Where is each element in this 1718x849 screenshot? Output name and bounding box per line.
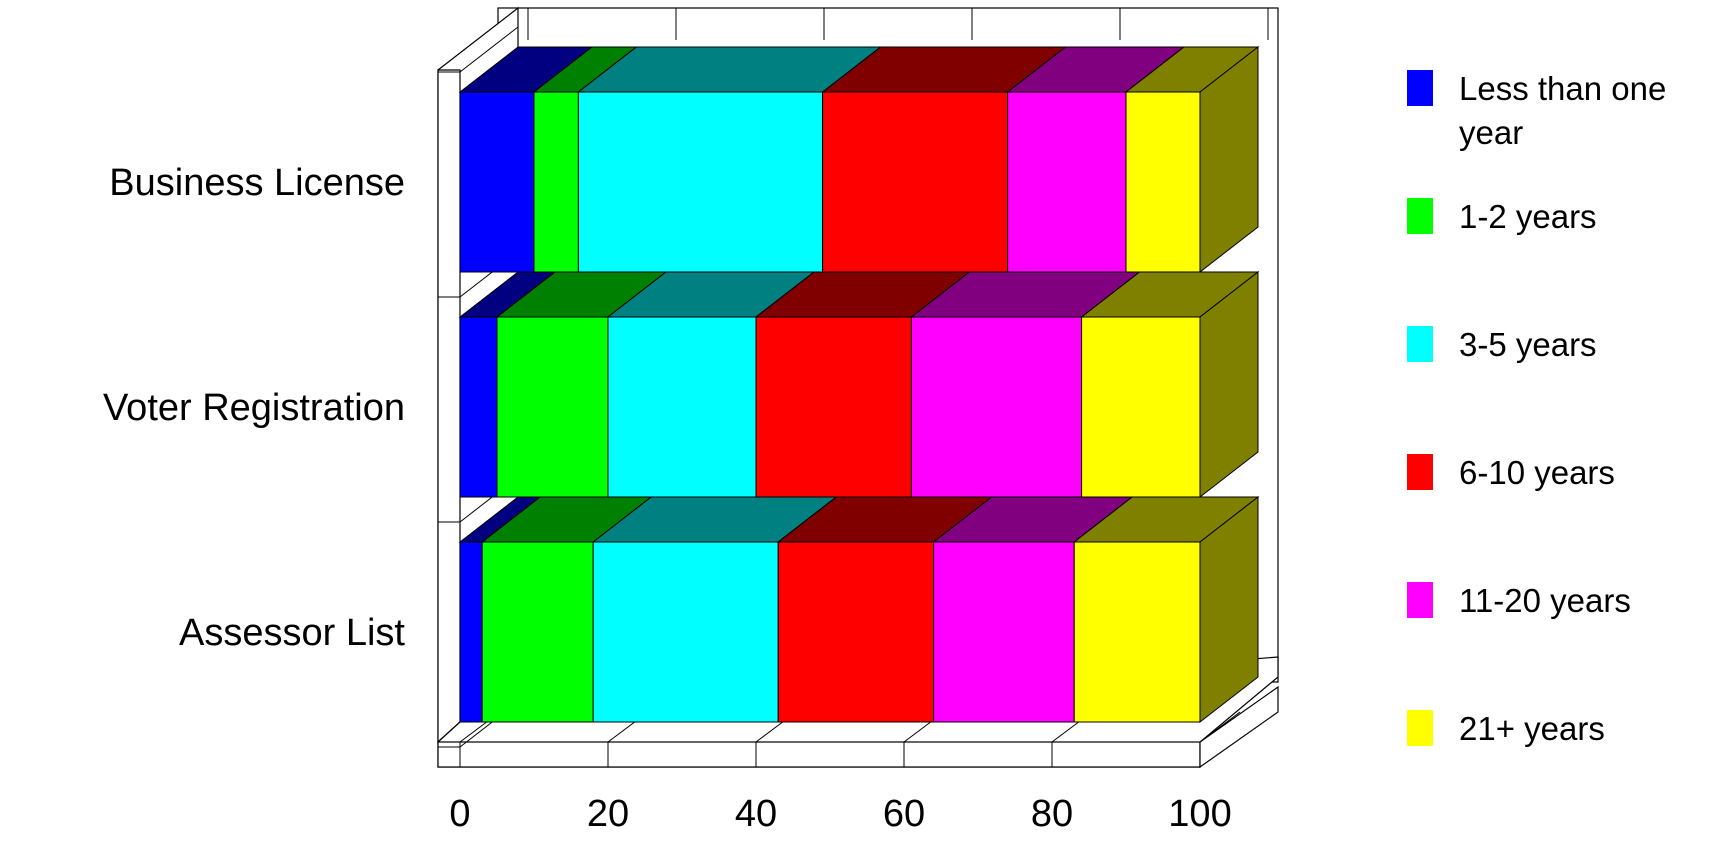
bar-side-face [1199,495,1259,724]
bar-segment [577,91,824,273]
bar-side-face [1199,270,1259,499]
legend-label: 11-20 years [1459,582,1631,619]
bar-segment [533,91,579,273]
bar-segment [459,316,498,498]
legend-item: Less than one year [1407,70,1666,151]
bar-segment [1125,91,1201,273]
legend: Less than one year 1-2 years 3-5 years 6-10 … [1407,70,1666,747]
legend-item: 3-5 years [1407,326,1597,363]
wall-separator-diag [459,26,519,73]
bars [458,45,1260,724]
legend-swatch [1407,582,1433,618]
bar-segment [459,91,535,273]
bar-segment [755,316,912,498]
category-label: Assessor List [179,612,405,654]
legend-item: 1-2 years [1407,198,1597,235]
value-axis: 0 20 40 60 80 100 [449,793,1231,835]
bar-group [458,270,1260,499]
legend-label: 1-2 years [1459,198,1597,235]
legend-swatch [1407,326,1433,362]
legend-swatch [1407,710,1433,746]
bar-segment [481,541,594,723]
x-tick-label: 20 [587,793,629,835]
legend-label: Less than one year [1459,70,1666,151]
legend-swatch [1407,198,1433,234]
legend-item: 11-20 years [1407,582,1631,619]
bar-side-face [1199,45,1259,274]
category-label: Business License [109,162,405,204]
floor-gridline [1199,711,1241,743]
bar-segment [496,316,609,498]
x-tick-label: 40 [735,793,777,835]
bar-segment [1073,541,1201,723]
bar-segment [1007,91,1127,273]
legend-swatch [1407,454,1433,490]
legend-label: 6-10 years [1459,454,1615,491]
x-tick-label: 80 [1031,793,1073,835]
category-axis: Business License Voter Registration Assess… [103,162,405,654]
legend-label: 3-5 years [1459,326,1597,363]
bar-segment [777,541,935,723]
legend-item: 6-10 years [1407,454,1615,491]
bar-segment [592,541,779,723]
bar-segment [822,91,1009,273]
bar-group [458,45,1260,274]
x-tick-label: 60 [883,793,925,835]
bar-segment [607,316,757,498]
x-tick-label: 0 [449,793,470,835]
legend-swatch [1407,70,1433,106]
bar-segment [933,541,1075,723]
legend-label: 21+ years [1459,710,1605,747]
bar-segment [459,541,483,723]
category-label: Voter Registration [103,387,405,429]
floor-front-edge [437,741,1201,768]
legend-item: 21+ years [1407,710,1605,747]
bar-segment [1081,316,1201,498]
x-tick-label: 100 [1168,793,1231,835]
bar-segment [910,316,1083,498]
bar-group [458,495,1260,724]
left-wall-inner [437,69,461,744]
